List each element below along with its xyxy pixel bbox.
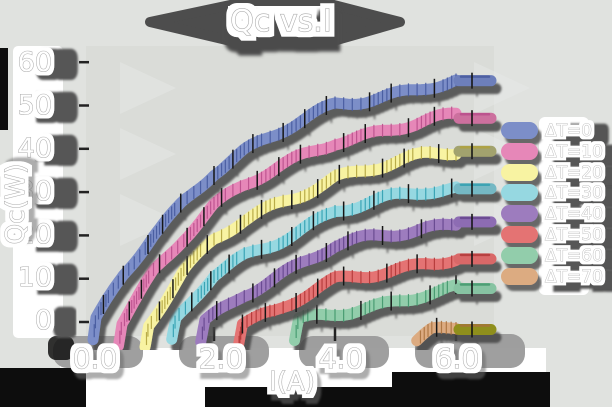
ytick-10: 10 bbox=[18, 262, 52, 293]
legend-swatches bbox=[501, 122, 538, 285]
series-band-ΔT=0 bbox=[87, 72, 497, 346]
title-white-box bbox=[228, 6, 334, 37]
chart-title: Qc vs.I bbox=[230, 4, 331, 39]
legend-labels: ΔT=0 ΔT=10 ΔT=20 ΔT=30 ΔT=40 ΔT=50 ΔT=60… bbox=[545, 121, 604, 288]
legend-white-strip bbox=[539, 117, 589, 295]
bottom-center-shadow bbox=[205, 387, 400, 407]
legend-label-dt20: ΔT=20 bbox=[545, 163, 603, 183]
series-bands bbox=[87, 72, 497, 350]
xtick-6.0: 6.0 bbox=[435, 342, 480, 375]
series-band-ΔT=20 bbox=[139, 143, 497, 350]
xtick-0.0: 0.0 bbox=[73, 342, 118, 375]
chevron-decor bbox=[120, 194, 176, 246]
chevron-decor bbox=[120, 128, 176, 180]
bottom-left-shadow bbox=[0, 368, 86, 407]
ytick-white-strip bbox=[13, 46, 63, 338]
legend-label-dt50: ΔT=50 bbox=[545, 225, 603, 245]
xtick-4.0: 4.0 bbox=[319, 342, 364, 375]
legend-label-dt30: ΔT=30 bbox=[545, 183, 603, 203]
legend-label-dt60: ΔT=60 bbox=[545, 246, 603, 266]
ytick-60: 60 bbox=[18, 47, 52, 78]
legend-swatch-ΔT=40 bbox=[501, 205, 538, 222]
x-axis-tick-labels: 0.0 2.0 4.0 6.0 bbox=[72, 341, 480, 375]
legend-label-dt10: ΔT=10 bbox=[545, 142, 603, 162]
series-band-ΔT=60 bbox=[289, 275, 497, 346]
chevron-decor bbox=[474, 194, 530, 246]
ytick-50: 50 bbox=[18, 90, 52, 121]
title-group: Qc vs.I bbox=[145, 0, 405, 47]
band-path bbox=[112, 107, 462, 350]
left-edge-shadow bbox=[0, 48, 8, 130]
chevron-decor bbox=[120, 62, 176, 114]
band-path bbox=[289, 279, 462, 346]
series-band-ΔT=30 bbox=[166, 178, 497, 345]
legend-swatch-ΔT=0 bbox=[501, 122, 538, 139]
band-path bbox=[87, 74, 462, 346]
ytick-30: 30 bbox=[18, 176, 52, 207]
ytick-20: 20 bbox=[18, 219, 52, 250]
ytick-40: 40 bbox=[18, 133, 52, 164]
bottom-right-shadow bbox=[392, 372, 550, 407]
y-axis-tick-labels: 60 50 40 30 20 10 0 bbox=[17, 46, 52, 336]
series-band-ΔT=40 bbox=[195, 213, 497, 348]
legend-swatch-ΔT=30 bbox=[501, 184, 538, 201]
xtick-shadow-blobs bbox=[48, 334, 525, 368]
legend-label-dt70: ΔT=70 bbox=[545, 267, 603, 287]
legend-label-dt40: ΔT=40 bbox=[545, 204, 603, 224]
legend-swatch-ΔT=20 bbox=[501, 164, 538, 181]
chevron-decor bbox=[474, 62, 530, 114]
series-band-ΔT=10 bbox=[112, 106, 497, 350]
series-band-ΔT=50 bbox=[232, 250, 497, 350]
ytick-0: 0 bbox=[35, 305, 52, 336]
xtick-2.0: 2.0 bbox=[199, 342, 244, 375]
x-axis-label: I(A) bbox=[269, 367, 315, 397]
series-band-ΔT=70 bbox=[411, 317, 497, 347]
y-axis-label: Qc(W) bbox=[1, 164, 31, 245]
legend-swatch-ΔT=60 bbox=[501, 247, 538, 264]
band-path bbox=[411, 321, 462, 347]
legend-swatch-ΔT=70 bbox=[501, 268, 538, 285]
legend-swatch-ΔT=50 bbox=[501, 226, 538, 243]
axis-tick-marks bbox=[79, 60, 458, 341]
legend: ΔT=0 ΔT=10 ΔT=20 ΔT=30 ΔT=40 ΔT=50 ΔT=60… bbox=[501, 117, 603, 295]
legend-swatch-ΔT=10 bbox=[501, 143, 538, 160]
legend-label-dt0: ΔT=0 bbox=[545, 121, 592, 141]
